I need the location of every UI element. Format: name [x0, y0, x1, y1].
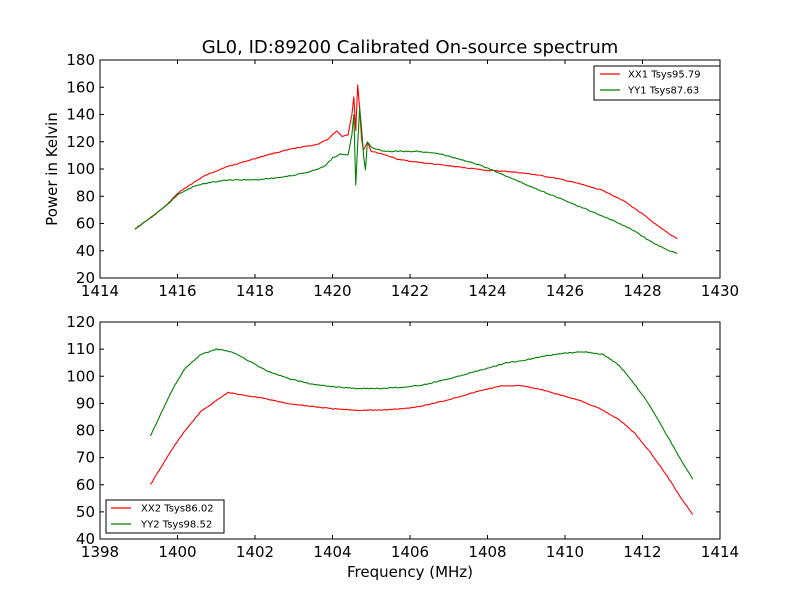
top-series-line-xx1 — [134, 84, 678, 240]
top-y-tick-label: 80 — [76, 187, 95, 205]
top-x-tick-label: 1426 — [546, 282, 584, 300]
bottom-y-ticks: 40 50 60 70 80 90 100 110 120 — [66, 313, 720, 548]
bottom-subplot: 1398 1400 1402 1404 1406 1408 1410 1412 1414 40 5… — [66, 313, 739, 581]
top-x-ticks: 1414 1416 1418 1420 1422 1424 1426 1428 1430 — [81, 60, 739, 300]
bottom-x-tick-label: 1400 — [158, 543, 196, 561]
top-y-tick-label: 160 — [66, 78, 95, 96]
bottom-x-tick-label: 1414 — [701, 543, 739, 561]
bottom-y-tick-label: 90 — [76, 394, 95, 412]
bottom-x-axis-label: Frequency (MHz) — [347, 563, 473, 581]
top-series-line-yy1 — [134, 107, 678, 255]
top-legend-label-xx1: XX1 Tsys95.79 — [628, 70, 701, 81]
bottom-y-tick-label: 100 — [66, 367, 95, 385]
top-y-tick-label: 180 — [66, 51, 95, 69]
top-x-tick-label: 1414 — [81, 282, 119, 300]
top-x-tick-label: 1418 — [236, 282, 274, 300]
top-subplot: GL0, ID:89200 Calibrated On-source spect… — [43, 37, 739, 300]
top-plot-area — [134, 84, 678, 255]
bottom-x-tick-label: 1410 — [546, 543, 584, 561]
bottom-x-tick-label: 1402 — [236, 543, 274, 561]
top-y-tick-label: 100 — [66, 160, 95, 178]
bottom-y-tick-label: 50 — [76, 503, 95, 521]
bottom-y-tick-label: 60 — [76, 476, 95, 494]
top-x-tick-label: 1422 — [391, 282, 429, 300]
bottom-plot-area — [149, 348, 694, 515]
top-x-tick-label: 1416 — [158, 282, 196, 300]
bottom-legend: XX2 Tsys86.02 YY2 Tsys98.52 — [105, 499, 225, 534]
top-y-tick-label: 140 — [66, 106, 95, 124]
bottom-x-tick-label: 1404 — [313, 543, 351, 561]
bottom-x-tick-label: 1406 — [391, 543, 429, 561]
bottom-series-line-xx2 — [149, 384, 694, 515]
top-y-tick-label: 60 — [76, 215, 95, 233]
top-x-tick-label: 1428 — [623, 282, 661, 300]
bottom-x-tick-label: 1408 — [468, 543, 506, 561]
bottom-x-tick-label: 1412 — [623, 543, 661, 561]
top-legend: XX1 Tsys95.79 YY1 Tsys87.63 — [593, 65, 721, 101]
top-chart-title: GL0, ID:89200 Calibrated On-source spect… — [202, 37, 619, 58]
bottom-x-ticks: 1398 1400 1402 1404 1406 1408 1410 1412 1414 — [81, 322, 739, 561]
top-y-ticks: 20 40 60 80 100 120 140 160 180 — [66, 51, 720, 287]
top-x-tick-label: 1424 — [468, 282, 506, 300]
bottom-x-tick-label: 1398 — [81, 543, 119, 561]
bottom-y-tick-label: 80 — [76, 422, 95, 440]
bottom-legend-frame — [105, 499, 225, 534]
top-x-tick-label: 1420 — [313, 282, 351, 300]
bottom-y-tick-label: 40 — [76, 530, 95, 548]
bottom-y-tick-label: 70 — [76, 449, 95, 467]
bottom-legend-label-yy2: YY2 Tsys98.52 — [140, 520, 212, 531]
top-y-tick-label: 20 — [76, 269, 95, 287]
top-x-tick-label: 1430 — [701, 282, 739, 300]
top-y-tick-label: 40 — [76, 242, 95, 260]
top-legend-frame — [593, 65, 721, 101]
bottom-series-line-yy2 — [149, 348, 694, 480]
top-y-axis-label: Power in Kelvin — [43, 112, 61, 226]
bottom-legend-label-xx2: XX2 Tsys86.02 — [141, 504, 214, 515]
top-legend-label-yy1: YY1 Tsys87.63 — [627, 86, 699, 97]
top-y-tick-label: 120 — [66, 133, 95, 151]
bottom-y-tick-label: 110 — [66, 340, 95, 358]
bottom-y-tick-label: 120 — [66, 313, 95, 331]
